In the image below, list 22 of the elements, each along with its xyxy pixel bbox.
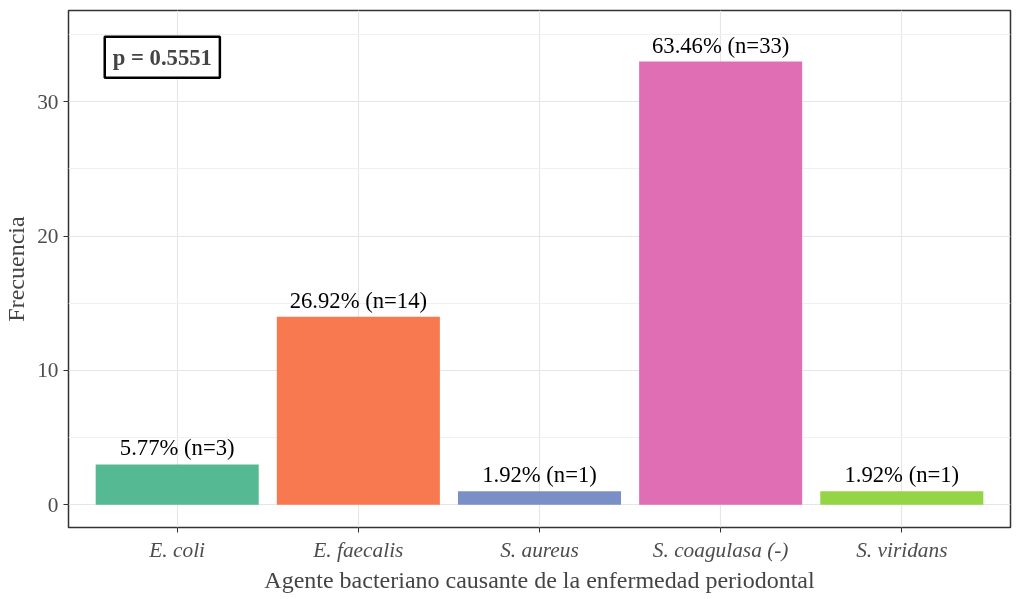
bar [95, 464, 259, 505]
data-label: 63.46% (n=33) [651, 32, 790, 58]
bar [639, 61, 803, 505]
bar [276, 316, 440, 505]
x-tick-label: S. aureus [500, 537, 579, 562]
annotation: p = 0.5551 [112, 44, 212, 70]
y-tick-label: 0 [47, 492, 59, 517]
x-axis-title: Agente bacteriano causante de la enfermedad periodontal [264, 566, 816, 593]
bar [457, 491, 622, 505]
y-tick-label: 30 [37, 89, 59, 114]
y-tick-label: 20 [37, 224, 59, 249]
y-tick-label: 10 [37, 358, 59, 383]
data-label: 5.77% (n=3) [119, 435, 235, 461]
data-label: 26.92% (n=14) [289, 287, 428, 313]
x-tick-label: S. coagulasa (-) [652, 537, 789, 562]
bar [820, 491, 984, 505]
data-label: 1.92% (n=1) [844, 462, 960, 488]
y-axis-title: Frecuencia [3, 216, 30, 322]
x-tick-label: E. faecalis [312, 537, 404, 562]
x-tick-label: S. viridans [856, 537, 948, 562]
data-label: 1.92% (n=1) [482, 462, 597, 488]
x-tick-label: E. coli [148, 537, 206, 562]
